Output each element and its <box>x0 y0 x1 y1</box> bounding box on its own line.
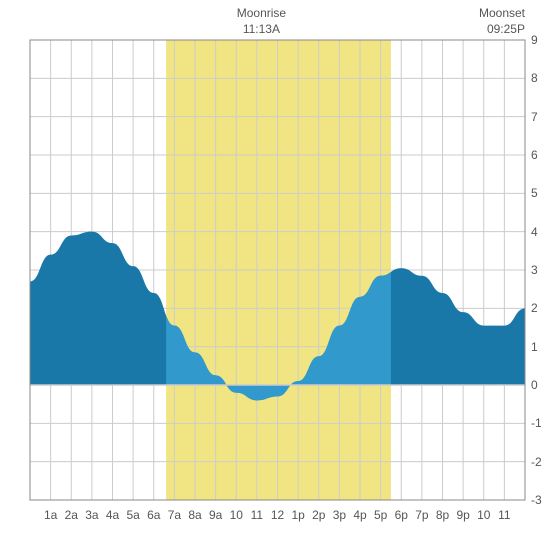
x-tick-label: 3p <box>333 508 346 522</box>
y-tick-label: 5 <box>531 186 538 200</box>
x-tick-label: 12 <box>271 508 284 522</box>
y-tick-label: 1 <box>531 340 538 354</box>
y-tick-label: 2 <box>531 301 538 315</box>
x-tick-label: 11 <box>498 508 510 522</box>
y-tick-label: 3 <box>531 263 538 277</box>
x-tick-label: 7a <box>168 508 181 522</box>
x-tick-label: 4p <box>353 508 366 522</box>
y-tick-label: -3 <box>531 493 542 507</box>
y-tick-label: 4 <box>531 225 538 239</box>
x-tick-label: 11 <box>251 508 263 522</box>
y-tick-label: 0 <box>531 378 538 392</box>
y-tick-label: -1 <box>531 416 542 430</box>
x-tick-label: 10 <box>230 508 243 522</box>
x-tick-label: 1p <box>291 508 304 522</box>
moonrise-label: Moonrise 11:13A <box>237 6 286 37</box>
moonset-label: Moonset 09:25P <box>479 6 525 37</box>
y-tick-label: 9 <box>531 33 538 47</box>
chart-svg <box>0 0 550 550</box>
x-tick-label: 1a <box>44 508 57 522</box>
x-tick-label: 3a <box>85 508 98 522</box>
x-tick-label: 8p <box>436 508 449 522</box>
y-tick-label: 8 <box>531 71 538 85</box>
x-tick-label: 8a <box>188 508 201 522</box>
x-tick-label: 9a <box>209 508 222 522</box>
y-tick-label: -2 <box>531 455 542 469</box>
y-tick-label: 7 <box>531 110 538 124</box>
x-tick-label: 7p <box>415 508 428 522</box>
x-tick-label: 9p <box>456 508 469 522</box>
x-tick-label: 5a <box>126 508 139 522</box>
x-tick-label: 2a <box>65 508 78 522</box>
y-tick-label: 6 <box>531 148 538 162</box>
x-tick-label: 5p <box>374 508 387 522</box>
x-tick-label: 6p <box>395 508 408 522</box>
x-tick-label: 6a <box>147 508 160 522</box>
x-tick-label: 2p <box>312 508 325 522</box>
x-tick-label: 10 <box>477 508 490 522</box>
x-tick-label: 4a <box>106 508 119 522</box>
tide-chart: Moonrise 11:13A Moonset 09:25P -3-2-1012… <box>0 0 550 550</box>
